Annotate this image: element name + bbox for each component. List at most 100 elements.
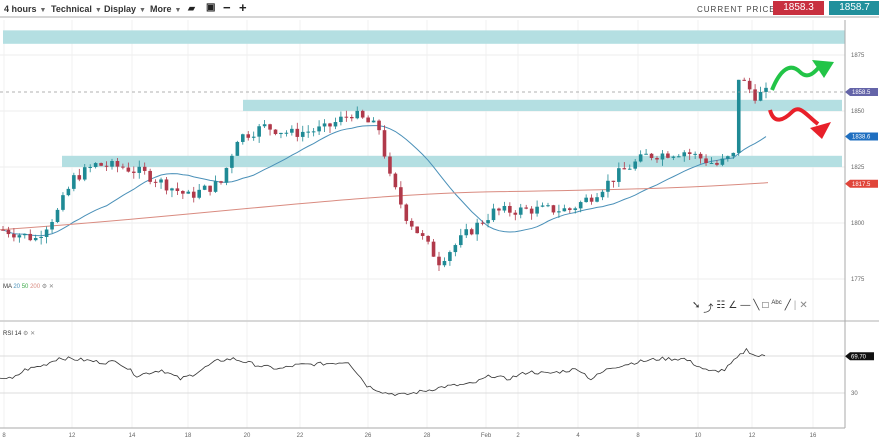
ma200-badge-text: 1817.5 xyxy=(852,182,871,188)
horizontal-line-icon[interactable]: — xyxy=(740,300,751,311)
price-tick: 1800 xyxy=(851,221,865,227)
trendline-tool-icon[interactable]: ╲ xyxy=(753,300,760,311)
candle-body xyxy=(513,212,518,215)
folder-open-icon[interactable]: ▰ xyxy=(188,3,195,13)
candle-body xyxy=(399,187,403,205)
candle-body xyxy=(736,79,741,153)
candle-body xyxy=(584,197,588,203)
candle-body xyxy=(491,208,496,221)
rsi-name: RSI 14 xyxy=(3,331,22,337)
candle-body xyxy=(562,208,567,212)
settings-gear-icon[interactable]: ⚙ xyxy=(23,331,29,337)
candle-body xyxy=(475,222,479,235)
candle-body xyxy=(469,229,474,235)
candle-body xyxy=(497,208,501,211)
settings-gear-icon[interactable]: ⚙ xyxy=(41,284,48,290)
ask-price[interactable]: 1858.7 xyxy=(829,1,879,15)
time-tick: 28 xyxy=(424,433,431,439)
candle-body xyxy=(72,175,76,189)
ma20-period: 20 xyxy=(13,284,21,290)
bearish-arrow xyxy=(768,107,820,126)
time-tick: 14 xyxy=(129,433,136,439)
candle-body xyxy=(55,209,60,223)
time-tick: 22 xyxy=(297,433,304,439)
time-tick: 26 xyxy=(365,433,372,439)
candle-body xyxy=(311,131,316,133)
close-icon[interactable]: ✕ xyxy=(48,284,54,290)
candle-body xyxy=(148,170,152,182)
candle-body xyxy=(524,207,528,209)
close-icon[interactable]: ✕ xyxy=(30,331,36,337)
ma200-period: 200 xyxy=(30,284,41,290)
candle-body xyxy=(726,156,730,159)
separator: | xyxy=(793,300,797,311)
rsi-value-text: 69.70 xyxy=(851,354,867,360)
candle-body xyxy=(355,110,360,119)
candle-body xyxy=(110,161,114,167)
candle-body xyxy=(224,167,229,183)
candle-body xyxy=(655,158,659,160)
candle-body xyxy=(557,211,561,213)
candle-body xyxy=(453,245,458,253)
toolbar: 4 hours ▼ Technical ▼ Display ▼ More ▼ ▰ ▣ −… xyxy=(0,0,879,18)
bid-price[interactable]: 1858.3 xyxy=(773,1,824,15)
candle-body xyxy=(328,123,332,127)
rsi-tick: 30 xyxy=(851,391,858,397)
candle-body xyxy=(535,206,539,214)
candle-body xyxy=(415,226,419,234)
ma20-badge-text: 1838.6 xyxy=(852,135,871,141)
candle-body xyxy=(82,167,87,180)
candle-body xyxy=(197,189,201,198)
time-tick: 12 xyxy=(69,433,76,439)
candle-body xyxy=(262,124,267,127)
price-tick: 1875 xyxy=(851,53,865,59)
candle-body xyxy=(366,117,370,123)
rsi-value-badge xyxy=(845,352,874,361)
technical-dropdown[interactable]: Technical ▼ xyxy=(51,4,102,14)
fibonacci-tool-icon[interactable]: ☷ xyxy=(716,300,726,311)
candle-body xyxy=(219,181,223,183)
candle-body xyxy=(698,153,703,159)
ma200-badge xyxy=(845,179,878,188)
candle-body xyxy=(175,188,180,192)
candle-body xyxy=(273,129,278,135)
candle-body xyxy=(295,128,300,137)
candle-body xyxy=(388,156,392,174)
last-price-badge xyxy=(845,87,878,96)
fan-tool-icon[interactable]: ∠ xyxy=(728,300,738,311)
rectangle-tool-icon[interactable]: □ xyxy=(762,300,769,311)
display-dropdown[interactable]: Display ▼ xyxy=(104,4,146,14)
ma20-badge xyxy=(845,132,878,141)
candle-body xyxy=(578,202,583,209)
chevron-down-icon: ▼ xyxy=(174,7,182,14)
candle-body xyxy=(39,236,43,239)
candle-body xyxy=(17,235,22,238)
current-price-label: CURRENT PRICE: xyxy=(697,5,779,14)
candle-body xyxy=(28,233,33,241)
candle-body xyxy=(704,158,708,164)
candle-body xyxy=(99,163,103,166)
candle-body xyxy=(420,233,425,236)
more-dropdown[interactable]: More ▼ xyxy=(150,4,181,14)
curve-tool-icon[interactable]: ⤴ xyxy=(703,304,714,315)
candle-body xyxy=(142,166,147,171)
candle-body xyxy=(753,89,757,101)
line-tool-icon[interactable]: ╱ xyxy=(784,300,791,311)
time-tick: 16 xyxy=(810,433,817,439)
price-tick: 1850 xyxy=(851,109,865,115)
candle-body xyxy=(480,222,485,224)
text-tool-icon[interactable]: Abc xyxy=(771,300,782,306)
price-tick: 1825 xyxy=(851,165,865,171)
support-resistance-zone xyxy=(3,30,845,44)
save-icon[interactable]: ▣ xyxy=(206,2,216,13)
candle-body xyxy=(23,233,27,236)
clear-drawings-icon[interactable]: ✕ xyxy=(799,300,808,311)
zoom-in-icon[interactable]: + xyxy=(239,0,247,15)
timeframe-dropdown[interactable]: 4 hours ▼ xyxy=(4,4,46,14)
zoom-out-icon[interactable]: − xyxy=(223,0,231,15)
arrow-tool-icon[interactable]: ➘ xyxy=(692,300,701,311)
support-resistance-zone xyxy=(243,99,842,111)
candle-body xyxy=(333,122,338,127)
candle-body xyxy=(164,179,169,191)
